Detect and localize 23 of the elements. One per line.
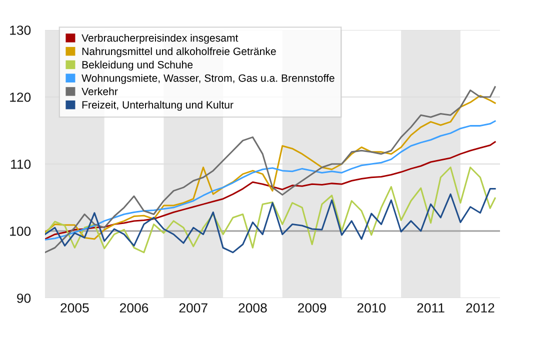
legend-label: Bekleidung und Schuhe [82,60,193,71]
legend-label: Verbraucherpreisindex insgesamt [82,34,238,44]
legend-label: Nahrungsmittel und alkoholfreie Getränke [82,47,276,58]
x-tick-label: 2007 [179,303,208,313]
line-series [45,141,496,240]
x-tick-label: 2006 [120,303,148,313]
y-tick-label: 100 [10,226,31,236]
x-tick-label: 2009 [298,303,326,313]
x-tick-label: 2012 [466,303,494,313]
line-series [45,166,496,254]
x-tick-label: 2010 [357,303,386,313]
legend-label: Freizeit, Unterhaltung und Kultur [82,100,234,111]
y-tick-label: 130 [10,26,31,35]
y-tick-label: 90 [17,294,31,303]
line-series [45,188,496,254]
x-tick-label: 2008 [238,303,267,313]
line-series [45,120,496,240]
y-tick-label: 110 [11,160,31,169]
x-tick-label: 2011 [417,303,444,313]
y-tick-label: 120 [10,92,31,102]
legend-label: Wohnungsmiete, Wasser, Strom, Gas u.a. Brennstoffe [82,74,334,84]
x-tick-label: 2005 [60,303,89,313]
legend-label: Verkehr [82,87,118,96]
